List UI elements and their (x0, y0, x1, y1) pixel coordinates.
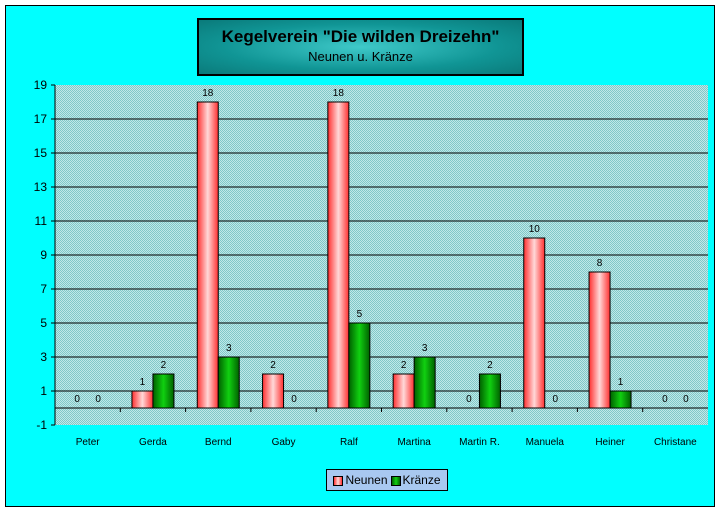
data-label: 5 (357, 309, 363, 320)
legend: Neunen Kränze (326, 469, 448, 491)
bar-kränze (217, 356, 240, 409)
y-tick-label: 15 (34, 146, 48, 160)
data-label: 0 (662, 394, 668, 405)
data-label: 2 (401, 360, 407, 371)
data-label: 2 (161, 360, 167, 371)
x-tick-label: Bernd (205, 437, 232, 448)
y-tick-label: 5 (40, 316, 47, 330)
bar-neunen (196, 101, 219, 409)
legend-item-neunen: Neunen (333, 473, 388, 487)
data-label: 3 (226, 343, 232, 354)
data-label: 2 (270, 360, 276, 371)
data-label: 8 (597, 258, 603, 269)
y-tick-label: 19 (34, 78, 48, 92)
legend-label-kraenze: Kränze (402, 473, 441, 487)
data-label: 0 (291, 394, 297, 405)
x-tick-label: Christane (654, 437, 697, 448)
data-label: 0 (683, 394, 689, 405)
data-label: 1 (618, 377, 624, 388)
x-tick-label: Heiner (595, 437, 625, 448)
bar-kränze (609, 390, 632, 409)
legend-label-neunen: Neunen (345, 473, 388, 487)
x-tick-label: Martin R. (459, 437, 500, 448)
y-tick-label: 13 (34, 180, 48, 194)
data-label: 0 (95, 394, 101, 405)
bar-neunen (392, 373, 415, 409)
y-tick-label: 11 (35, 214, 48, 228)
x-tick-label: Peter (76, 437, 101, 448)
y-tick-label: 1 (40, 384, 47, 398)
data-label: 2 (487, 360, 493, 371)
title-box: Kegelverein "Die wilden Dreizehn" Neunen… (197, 18, 524, 76)
x-tick-label: Gerda (139, 437, 167, 448)
y-tick-label: 17 (34, 112, 48, 126)
legend-swatch-kraenze (390, 475, 401, 486)
x-tick-label: Martina (397, 437, 431, 448)
chart-title: Kegelverein "Die wilden Dreizehn" (221, 27, 500, 46)
bar-neunen (588, 271, 611, 409)
data-label: 0 (466, 394, 472, 405)
data-label: 10 (529, 224, 541, 235)
bar-neunen (131, 390, 154, 409)
y-tick-label: 3 (40, 350, 47, 364)
data-label: 18 (202, 88, 214, 99)
data-label: 1 (140, 377, 146, 388)
data-label: 0 (74, 394, 80, 405)
x-tick-label: Manuela (526, 437, 565, 448)
legend-item-kraenze: Kränze (390, 473, 441, 487)
x-tick-label: Gaby (272, 437, 296, 448)
legend-swatch-neunen (333, 475, 344, 486)
x-tick-label: Ralf (340, 437, 358, 448)
bar-kränze (478, 373, 501, 409)
bar-neunen (523, 237, 546, 409)
y-tick-label: -1 (36, 418, 47, 432)
bar-kränze (348, 322, 371, 409)
data-label: 0 (552, 394, 558, 405)
bar-neunen (262, 373, 285, 409)
chart-subtitle: Neunen u. Kränze (308, 49, 413, 64)
y-tick-label: 7 (40, 282, 47, 296)
bar-neunen (327, 101, 350, 409)
bar-kränze (152, 373, 175, 409)
bar-kränze (413, 356, 436, 409)
y-tick-label: 9 (40, 248, 47, 262)
data-label: 18 (333, 88, 345, 99)
data-label: 3 (422, 343, 428, 354)
